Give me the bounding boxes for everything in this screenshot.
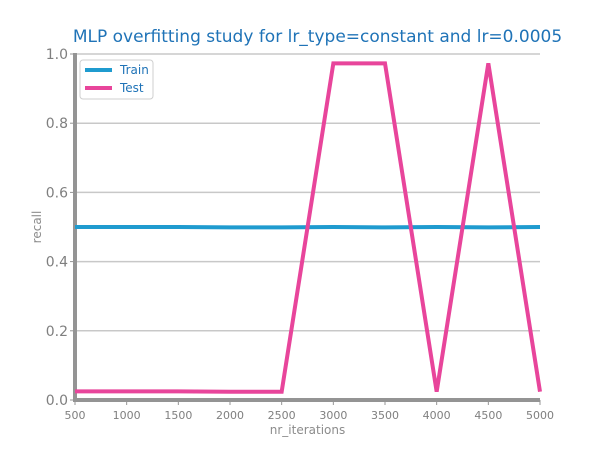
y-tick-label: 0.8 <box>46 116 68 132</box>
x-tick-label: 4500 <box>474 409 502 422</box>
x-tick-label: 4000 <box>423 409 451 422</box>
y-tick-label: 0.0 <box>46 393 68 409</box>
x-tick-label: 500 <box>65 409 86 422</box>
y-tick-label: 0.4 <box>46 255 68 271</box>
x-tick-label: 1500 <box>164 409 192 422</box>
y-axis-label: recall <box>30 211 44 244</box>
series-line-test <box>75 61 542 394</box>
series-layer <box>75 61 542 394</box>
y-tick-label: 1.0 <box>46 47 68 63</box>
x-tick-label: 2500 <box>268 409 296 422</box>
legend: Train Test <box>79 59 154 100</box>
x-axis-label: nr_iterations <box>270 423 346 437</box>
y-tick-label: 0.6 <box>46 185 68 201</box>
x-tick-label: 2000 <box>216 409 244 422</box>
x-tick-label: 1000 <box>113 409 141 422</box>
legend-label-test: Test <box>119 81 144 95</box>
x-axis-ticks: 500 1000 1500 2000 2500 3000 3500 4000 4500 5000 <box>65 400 554 422</box>
chart-title: MLP overfitting study for lr_type=consta… <box>73 27 562 47</box>
y-axis-ticks: 0.0 0.2 0.4 0.6 0.8 1.0 <box>46 47 75 409</box>
y-tick-label: 0.2 <box>46 324 68 340</box>
x-tick-label: 3500 <box>371 409 399 422</box>
x-tick-label: 3000 <box>319 409 347 422</box>
x-tick-label: 5000 <box>526 409 554 422</box>
legend-label-train: Train <box>119 63 149 77</box>
